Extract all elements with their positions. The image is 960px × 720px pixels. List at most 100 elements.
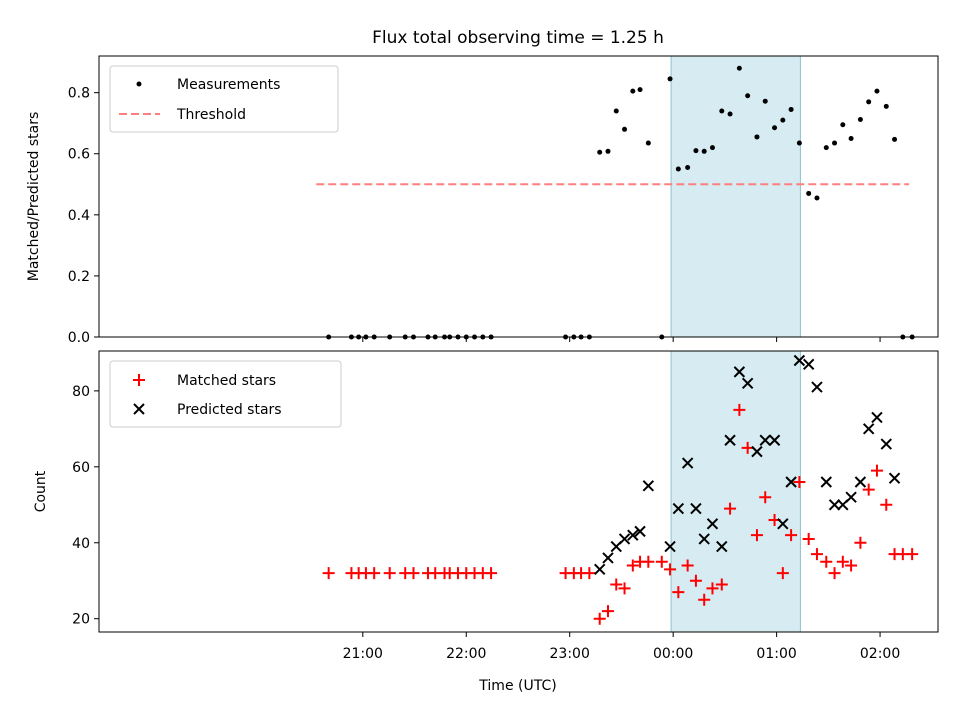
measurement-point	[622, 126, 628, 132]
x-tick-label: 01:00	[756, 646, 796, 662]
legend-predicted-label: Predicted stars	[177, 402, 282, 418]
matched-star-point	[810, 548, 823, 561]
legend: Matched stars Predicted stars	[109, 360, 342, 428]
y-axis-label: Matched/Predicted stars	[26, 112, 42, 282]
matched-star-point	[793, 476, 806, 489]
matched-star-point	[698, 593, 711, 606]
y-tick-label: 0.8	[68, 86, 90, 102]
highlight-span	[670, 350, 801, 633]
matched-star-point	[776, 567, 789, 580]
matched-star-point	[672, 586, 685, 599]
matched-star-point	[601, 605, 614, 618]
measurement-point	[645, 140, 651, 146]
matched-star-point	[785, 529, 798, 542]
predicted-star-point	[664, 540, 676, 553]
axes-frame	[98, 55, 939, 338]
matched-star-point	[485, 567, 498, 580]
y-tick-label: 0.2	[68, 269, 90, 285]
x-tick-label: 21:00	[343, 646, 383, 662]
predicted-star-point	[759, 434, 771, 446]
matched-star-point	[368, 567, 381, 580]
measurement-point	[630, 88, 636, 94]
predicted-star-point	[602, 552, 614, 564]
measurement-point	[637, 87, 643, 93]
predicted-star-point	[820, 476, 832, 488]
x-axis-label: Time (UTC)	[478, 678, 556, 694]
predicted-star-point	[871, 411, 883, 424]
matched-star-point	[681, 559, 694, 572]
x-tick-label: 22:00	[446, 646, 486, 662]
matched-star-point	[655, 555, 668, 568]
y-axis-label: Count	[33, 470, 49, 512]
matched-star-point	[642, 555, 655, 568]
predicted-star-point	[716, 540, 728, 553]
measurement-point	[754, 134, 760, 140]
matched-star-point	[820, 555, 833, 568]
measurement-point	[675, 166, 681, 172]
matched-star-point	[626, 559, 639, 572]
legend-measurements-marker	[136, 81, 142, 87]
matched-star-point	[618, 582, 631, 595]
measurement-point	[874, 88, 880, 94]
predicted-star-point	[634, 525, 646, 538]
predicted-star-point	[681, 457, 694, 469]
y-tick-label: 40	[72, 536, 90, 552]
legend-matched-label: Matched stars	[177, 373, 276, 389]
y-tick-label: 0.0	[68, 330, 90, 346]
matched-star-point	[880, 498, 893, 511]
measurement-point	[772, 125, 778, 131]
matched-star-point	[724, 502, 737, 515]
y-tick-label: 20	[72, 612, 90, 628]
predicted-star-point	[672, 502, 685, 515]
matched-star-point	[383, 567, 396, 580]
matched-star-point	[583, 567, 596, 580]
measurement-point	[605, 148, 611, 154]
matched-star-point	[715, 578, 728, 591]
legend-matched-marker	[133, 374, 145, 386]
measurement-point	[796, 140, 802, 146]
matched-star-point	[706, 582, 719, 595]
measurement-point	[745, 93, 751, 99]
matched-star-point	[593, 612, 606, 625]
matched-star-point	[407, 567, 420, 580]
measurement-point	[693, 148, 699, 154]
measurement-point	[727, 111, 733, 117]
matched-star-point	[322, 567, 335, 580]
measurement-point	[709, 145, 715, 151]
y-tick-label: 60	[72, 460, 90, 476]
predicted-star-point	[845, 491, 857, 503]
measurement-point	[780, 117, 786, 123]
highlight-span	[670, 55, 801, 338]
ratio-panel: 0.00.20.40.60.8 Matched/Predicted stars …	[26, 55, 939, 346]
legend: Measurements Threshold	[109, 65, 339, 133]
predicted-star-point	[777, 518, 789, 530]
predicted-star-point	[768, 434, 781, 446]
predicted-star-point	[698, 533, 710, 545]
matched-star-point	[906, 548, 919, 561]
matched-star-point	[750, 529, 763, 542]
measurement-point	[719, 108, 725, 114]
measurement-point	[866, 99, 872, 105]
measurement-point	[883, 103, 889, 109]
matched-star-point	[802, 532, 815, 545]
matched-star-point	[741, 441, 754, 454]
y-tick-label: 0.6	[68, 147, 90, 163]
matched-star-point	[854, 536, 867, 549]
measurement-point	[857, 117, 863, 123]
measurement-point	[814, 195, 820, 201]
legend-measurements-label: Measurements	[177, 77, 280, 93]
measurement-point	[667, 76, 673, 82]
matched-star-point	[733, 403, 746, 416]
matched-star-point	[759, 491, 772, 504]
predicted-star-point	[751, 445, 763, 458]
predicted-star-point	[793, 354, 806, 367]
predicted-star-point	[724, 434, 736, 446]
axes-frame	[98, 350, 939, 633]
measurement-point	[788, 106, 794, 112]
measurement-point	[685, 164, 691, 170]
predicted-star-point	[862, 423, 875, 435]
measurement-point	[840, 122, 846, 128]
predicted-star-point	[690, 502, 702, 515]
